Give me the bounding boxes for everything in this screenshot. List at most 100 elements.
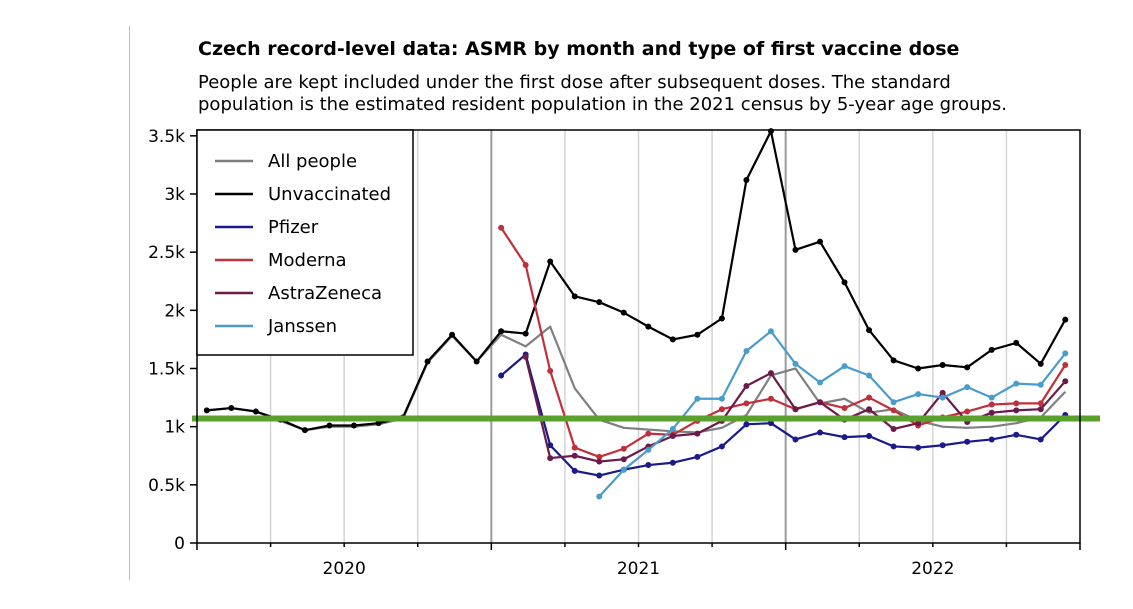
data-point-unvaccinated: [424, 358, 431, 365]
data-point-pfizer: [694, 453, 701, 460]
data-point-janssen: [915, 391, 922, 398]
data-point-unvaccinated: [939, 362, 946, 369]
data-point-astrazeneca: [817, 399, 824, 406]
data-point-unvaccinated: [596, 299, 603, 306]
data-point-pfizer: [890, 443, 897, 450]
data-point-astrazeneca: [669, 432, 676, 439]
data-point-pfizer: [792, 436, 799, 443]
data-point-unvaccinated: [718, 315, 725, 322]
data-point-janssen: [792, 360, 799, 367]
data-point-unvaccinated: [522, 330, 529, 337]
data-point-pfizer: [571, 467, 578, 474]
data-point-moderna: [841, 405, 848, 412]
data-point-moderna: [522, 261, 529, 268]
y-tick-label: 2k: [164, 301, 185, 321]
y-tick-label: 1k: [164, 418, 185, 438]
data-point-unvaccinated: [203, 407, 210, 414]
data-point-pfizer: [767, 420, 774, 427]
series-layer: [203, 128, 1069, 500]
data-point-janssen: [866, 372, 873, 379]
data-point-unvaccinated: [620, 309, 627, 316]
data-point-moderna: [547, 367, 554, 374]
data-point-janssen: [743, 348, 750, 355]
data-point-moderna: [498, 224, 505, 231]
data-point-pfizer: [645, 462, 652, 469]
data-point-janssen: [817, 379, 824, 386]
data-point-astrazeneca: [694, 430, 701, 437]
x-tick-label: 2020: [323, 559, 366, 579]
data-point-pfizer: [669, 459, 676, 466]
data-point-unvaccinated: [326, 422, 333, 429]
data-point-astrazeneca: [866, 406, 873, 413]
data-point-moderna: [1037, 400, 1044, 407]
data-point-astrazeneca: [547, 455, 554, 462]
data-point-pfizer: [915, 444, 922, 451]
data-point-pfizer: [841, 434, 848, 441]
data-point-astrazeneca: [1037, 406, 1044, 413]
data-point-moderna: [1013, 400, 1020, 407]
data-point-astrazeneca: [988, 409, 995, 416]
data-point-unvaccinated: [743, 177, 750, 184]
data-point-unvaccinated: [1013, 339, 1020, 346]
data-point-unvaccinated: [571, 293, 578, 300]
data-point-moderna: [596, 453, 603, 460]
legend-label-all-people: All people: [268, 151, 357, 172]
series-line-moderna: [500, 227, 1067, 459]
legend-label-janssen: Janssen: [267, 316, 337, 337]
series-line-pfizer: [500, 353, 1067, 477]
data-point-janssen: [1062, 350, 1069, 357]
data-point-unvaccinated: [449, 331, 456, 338]
data-point-moderna: [645, 430, 652, 437]
data-point-janssen: [767, 328, 774, 335]
data-point-unvaccinated: [669, 336, 676, 343]
x-tick-label: 2022: [911, 559, 954, 579]
data-point-moderna: [767, 395, 774, 402]
data-point-pfizer: [817, 429, 824, 436]
data-point-moderna: [743, 400, 750, 407]
y-tick-label: 2.5k: [148, 243, 185, 263]
data-point-astrazeneca: [1062, 378, 1069, 385]
data-point-pfizer: [547, 442, 554, 449]
data-point-unvaccinated: [645, 323, 652, 330]
data-point-unvaccinated: [350, 422, 357, 429]
data-point-unvaccinated: [228, 405, 235, 412]
legend-box: [196, 129, 414, 356]
legend-label-astrazeneca: AstraZeneca: [268, 283, 382, 304]
data-point-unvaccinated: [252, 408, 259, 415]
series-line-unvaccinated: [206, 130, 1067, 432]
data-point-moderna: [718, 406, 725, 413]
data-point-unvaccinated: [841, 279, 848, 286]
y-tick-label: 3k: [164, 185, 185, 205]
data-point-unvaccinated: [1037, 360, 1044, 367]
data-point-moderna: [964, 408, 971, 415]
chart-title: Czech record-level data: ASMR by month a…: [198, 38, 960, 60]
data-point-pfizer: [1013, 431, 1020, 438]
data-point-janssen: [841, 363, 848, 370]
data-point-pfizer: [743, 421, 750, 428]
y-tick-label: 1.5k: [148, 359, 185, 379]
data-point-moderna: [571, 444, 578, 451]
data-point-pfizer: [866, 432, 873, 439]
data-point-astrazeneca: [596, 458, 603, 465]
data-point-pfizer: [498, 372, 505, 379]
data-point-unvaccinated: [792, 246, 799, 253]
data-point-pfizer: [939, 442, 946, 449]
data-point-janssen: [718, 395, 725, 402]
data-point-moderna: [620, 445, 627, 452]
data-point-astrazeneca: [890, 425, 897, 432]
data-point-astrazeneca: [522, 353, 529, 360]
data-point-unvaccinated: [694, 331, 701, 338]
data-point-astrazeneca: [915, 420, 922, 427]
data-point-janssen: [645, 446, 652, 453]
data-point-unvaccinated: [964, 364, 971, 371]
series-line-all-people: [206, 325, 1067, 434]
data-point-moderna: [890, 407, 897, 414]
data-point-unvaccinated: [988, 346, 995, 353]
data-point-astrazeneca: [743, 382, 750, 389]
data-point-unvaccinated: [375, 420, 382, 427]
data-point-pfizer: [596, 472, 603, 479]
data-point-janssen: [596, 493, 603, 500]
page-left-rule: [129, 26, 130, 580]
y-tick-label: 0: [174, 534, 185, 554]
